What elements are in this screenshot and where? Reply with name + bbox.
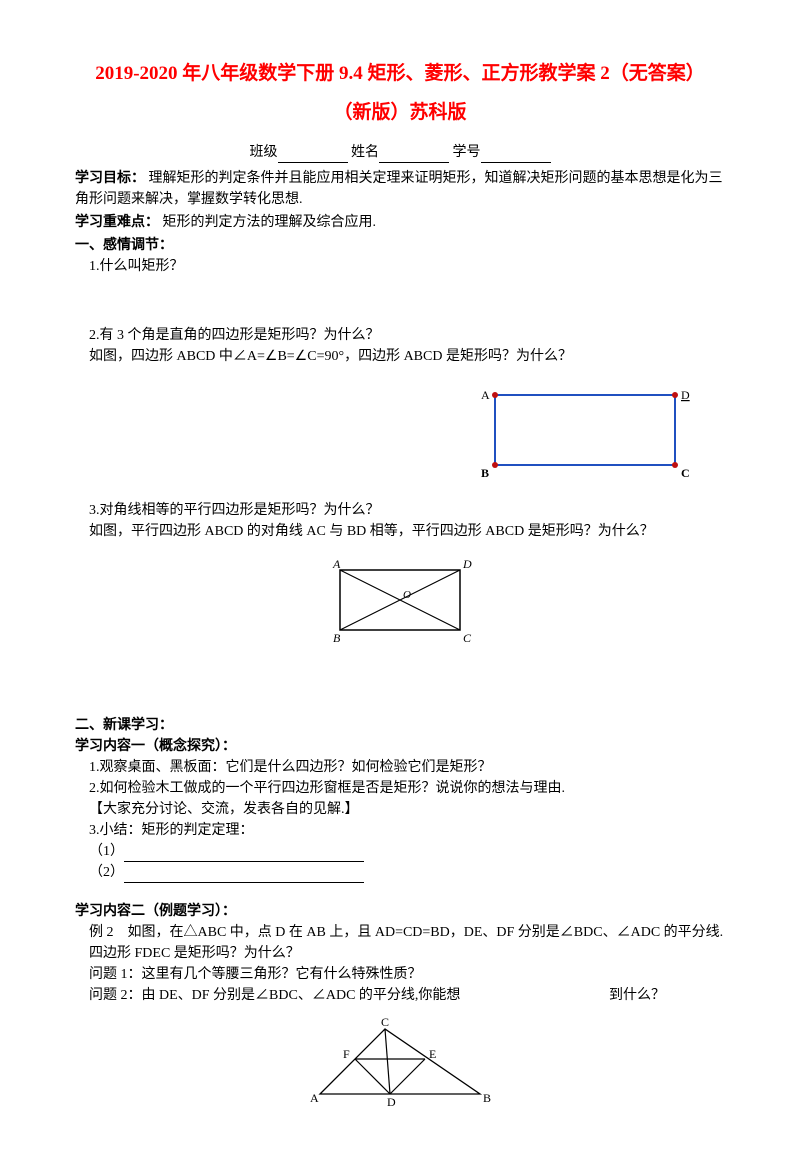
name-blank[interactable] bbox=[379, 148, 449, 163]
num-blank[interactable] bbox=[481, 148, 551, 163]
svg-text:A: A bbox=[481, 388, 490, 402]
num-label: 学号 bbox=[453, 145, 481, 160]
document-subtitle: （新版）苏科版 bbox=[75, 99, 725, 128]
svg-text:B: B bbox=[483, 1091, 491, 1105]
svg-text:D: D bbox=[462, 557, 472, 571]
theorem1-blank[interactable] bbox=[124, 847, 364, 862]
svg-text:D: D bbox=[681, 388, 690, 402]
part2-header: 学习内容二（例题学习）： bbox=[75, 901, 725, 922]
objectives-row: 学习目标： 理解矩形的判定条件并且能应用相关定理来证明矩形，知道解决矩形问题的基… bbox=[75, 168, 725, 210]
figure-rectangle: A D B C bbox=[75, 375, 695, 492]
s1-q2b: 如图，四边形 ABCD 中∠A=∠B=∠C=90°，四边形 ABCD 是矩形吗？… bbox=[75, 346, 725, 367]
theorem2-blank[interactable] bbox=[124, 868, 364, 883]
s2-p5-label: （1） bbox=[89, 844, 124, 859]
class-blank[interactable] bbox=[278, 148, 348, 163]
problem1: 问题 1：这里有几个等腰三角形？它有什么特殊性质？ bbox=[75, 964, 725, 985]
example2: 例 2 如图，在△ABC 中，点 D 在 AB 上，且 AD=CD=BD，DE、… bbox=[75, 922, 725, 964]
svg-text:E: E bbox=[429, 1047, 436, 1061]
problem2a: 问题 2：由 DE、DF 分别是∠BDC、∠ADC 的平分线,你能想 bbox=[75, 985, 460, 1006]
svg-text:B: B bbox=[333, 631, 341, 645]
section1-header: 一、感情调节： bbox=[75, 235, 725, 256]
difficulties-text: 矩形的判定方法的理解及综合应用. bbox=[163, 215, 377, 230]
s1-q3b: 如图，平行四边形 ABCD 的对角线 AC 与 BD 相等，平行四边形 ABCD… bbox=[75, 521, 725, 542]
svg-text:C: C bbox=[381, 1015, 389, 1029]
svg-text:A: A bbox=[332, 557, 341, 571]
objectives-label: 学习目标： bbox=[75, 171, 145, 186]
name-label: 姓名 bbox=[351, 145, 379, 160]
problem2b: 到什么？ bbox=[609, 985, 725, 1006]
svg-text:F: F bbox=[343, 1047, 350, 1061]
s1-q1: 1.什么叫矩形？ bbox=[75, 256, 725, 277]
document-title: 2019-2020 年八年级数学下册 9.4 矩形、菱形、正方形教学案 2（无答… bbox=[75, 60, 725, 89]
svg-text:A: A bbox=[310, 1091, 319, 1105]
part1-header: 学习内容一（概念探究）： bbox=[75, 736, 725, 757]
s2-p2: 2.如何检验木工做成的一个平行四边形窗框是否是矩形？说说你的想法与理由. bbox=[75, 778, 725, 799]
class-label: 班级 bbox=[250, 145, 278, 160]
difficulties-row: 学习重难点： 矩形的判定方法的理解及综合应用. bbox=[75, 212, 725, 233]
s1-q3a: 3.对角线相等的平行四边形是矩形吗？为什么？ bbox=[75, 500, 725, 521]
figure-triangle: A B C D E F bbox=[75, 1014, 725, 1116]
s2-p1: 1.观察桌面、黑板面：它们是什么四边形？如何检验它们是矩形？ bbox=[75, 757, 725, 778]
s2-p4: 3.小结：矩形的判定定理： bbox=[75, 820, 725, 841]
svg-text:D: D bbox=[387, 1095, 396, 1109]
figure-diagonals: A D B C O bbox=[75, 550, 725, 657]
s2-p6: （2） bbox=[75, 862, 725, 883]
s2-p6-label: （2） bbox=[89, 865, 124, 880]
svg-text:C: C bbox=[463, 631, 472, 645]
form-line: 班级 姓名 学号 bbox=[75, 142, 725, 163]
s1-q2a: 2.有 3 个角是直角的四边形是矩形吗？为什么？ bbox=[75, 325, 725, 346]
s2-p3: 【大家充分讨论、交流，发表各自的见解.】 bbox=[75, 799, 725, 820]
s2-p5: （1） bbox=[75, 841, 725, 862]
svg-text:B: B bbox=[481, 466, 489, 480]
difficulties-label: 学习重难点： bbox=[75, 215, 159, 230]
svg-text:O: O bbox=[403, 589, 411, 601]
objectives-text: 理解矩形的判定条件并且能应用相关定理来证明矩形，知道解决矩形问题的基本思想是化为… bbox=[75, 171, 723, 207]
section2-header: 二、新课学习： bbox=[75, 715, 725, 736]
svg-text:C: C bbox=[681, 466, 690, 480]
